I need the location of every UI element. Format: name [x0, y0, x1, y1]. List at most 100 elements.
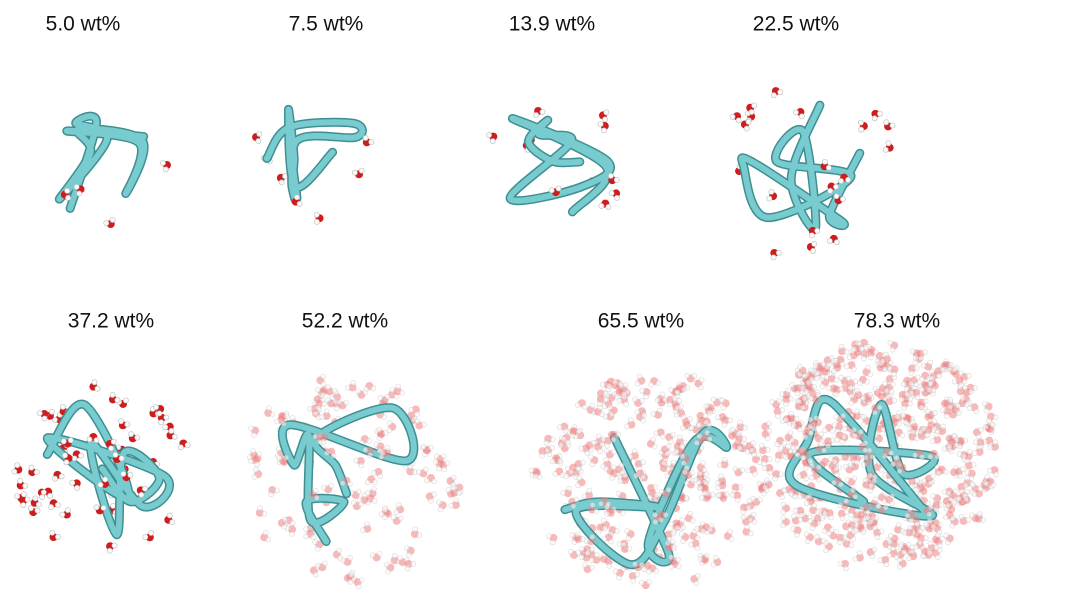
water-hydrogen [354, 458, 359, 463]
water-hydrogen [347, 481, 352, 486]
water-hydrogen [863, 448, 868, 453]
water-hydrogen [897, 469, 902, 474]
water-hydrogen [143, 534, 148, 539]
water-hydrogen [909, 549, 914, 554]
water-hydrogen [331, 453, 336, 458]
water-hydrogen [854, 517, 859, 522]
water-hydrogen [62, 453, 67, 458]
water-hydrogen [564, 473, 569, 478]
water-hydrogen [964, 402, 969, 407]
water-hydrogen [930, 474, 935, 479]
water-hydrogen [966, 373, 971, 378]
water-hydrogen [848, 527, 853, 532]
water-hydrogen [727, 418, 732, 423]
water-hydrogen [333, 399, 338, 404]
water-hydrogen [768, 470, 773, 475]
water-hydrogen [805, 539, 810, 544]
water-hydrogen [973, 440, 978, 445]
water-hydrogen [780, 509, 785, 514]
water-hydrogen [794, 532, 799, 537]
water-hydrogen [625, 529, 630, 534]
water-hydrogen [899, 397, 904, 402]
water-hydrogen [60, 512, 65, 517]
water-hydrogen [737, 446, 742, 451]
water-hydrogen [779, 392, 784, 397]
water-hydrogen [784, 401, 789, 406]
water-hydrogen [107, 548, 112, 553]
water-hydrogen [398, 516, 403, 521]
water-hydrogen [699, 378, 704, 383]
water-hydrogen [689, 470, 694, 475]
water-hydrogen [681, 425, 686, 430]
water-hydrogen [385, 394, 390, 399]
water-hydrogen [944, 413, 949, 418]
water-hydrogen [905, 392, 910, 397]
water-hydrogen [284, 414, 289, 419]
water-hydrogen [804, 500, 809, 505]
water-hydrogen [788, 431, 793, 436]
water-hydrogen [815, 393, 820, 398]
water-hydrogen [915, 487, 920, 492]
water-hydrogen [351, 500, 356, 505]
water-hydrogen [811, 248, 816, 253]
water-hydrogen [668, 439, 673, 444]
water-hydrogen [142, 486, 147, 491]
water-hydrogen [746, 468, 751, 473]
water-hydrogen [885, 394, 890, 399]
water-hydrogen [914, 478, 919, 483]
water-hydrogen [960, 396, 965, 401]
water-hydrogen [963, 483, 968, 488]
water-hydrogen [252, 474, 257, 479]
water-hydrogen [925, 409, 930, 414]
water-hydrogen [932, 426, 937, 431]
water-hydrogen [722, 457, 727, 462]
water-hydrogen [580, 460, 585, 465]
water-hydrogen [391, 515, 396, 520]
water-hydrogen [707, 527, 712, 532]
water-hydrogen [954, 442, 959, 447]
water-hydrogen [935, 454, 940, 459]
water-hydrogen [928, 505, 933, 510]
water-hydrogen [585, 450, 590, 455]
water-hydrogen [821, 538, 826, 543]
water-hydrogen [421, 422, 426, 427]
water-hydrogen [251, 432, 256, 437]
water-hydrogen [891, 371, 896, 376]
water-hydrogen [736, 432, 741, 437]
water-hydrogen [387, 428, 392, 433]
water-hydrogen [679, 445, 684, 450]
water-hydrogen [282, 174, 287, 179]
water-hydrogen [348, 572, 353, 577]
water-hydrogen [529, 468, 534, 473]
water-hydrogen [832, 459, 837, 464]
water-hydrogen [927, 512, 932, 517]
water-hydrogen [615, 394, 620, 399]
water-hydrogen [859, 346, 864, 351]
water-hydrogen [626, 535, 631, 540]
water-hydrogen [601, 518, 606, 523]
water-hydrogen [919, 405, 924, 410]
water-hydrogen [794, 416, 799, 421]
water-hydrogen [283, 517, 288, 522]
water-hydrogen [803, 435, 808, 440]
water-hydrogen [748, 531, 753, 536]
water-hydrogen [827, 371, 832, 376]
water-hydrogen [644, 394, 649, 399]
water-hydrogen [108, 446, 113, 451]
water-hydrogen [654, 493, 659, 498]
water-hydrogen [256, 138, 261, 143]
water-hydrogen [797, 372, 802, 377]
water-hydrogen [313, 411, 318, 416]
water-hydrogen [835, 437, 840, 442]
panel: 7.5 wt% [252, 13, 374, 225]
water-hydrogen [809, 475, 814, 480]
water-hydrogen [950, 516, 955, 521]
water-hydrogen [274, 488, 279, 493]
water-hydrogen [148, 530, 153, 535]
water-hydrogen [959, 489, 964, 494]
water-hydrogen [18, 478, 23, 483]
water-hydrogen [936, 470, 941, 475]
water-hydrogen [687, 416, 692, 421]
water-hydrogen [110, 392, 115, 397]
water-hydrogen [816, 465, 821, 470]
